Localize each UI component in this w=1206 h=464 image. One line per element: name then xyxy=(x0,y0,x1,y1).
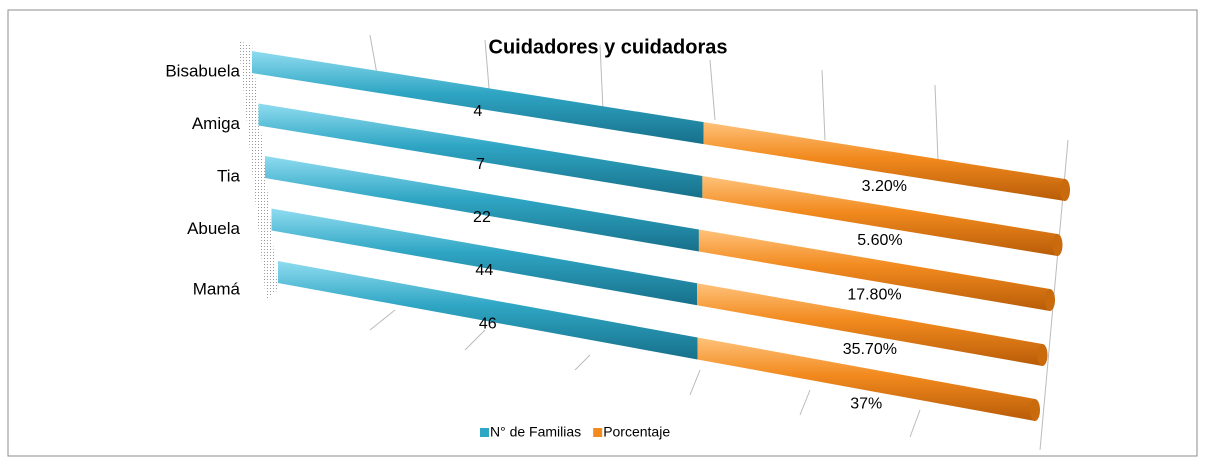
bar-segment xyxy=(703,122,1065,201)
bar-cap xyxy=(1052,234,1063,256)
data-label: 7 xyxy=(476,156,485,173)
data-label: 22 xyxy=(473,209,491,226)
legend-label: Porcentaje xyxy=(603,424,670,440)
data-label: 46 xyxy=(479,315,497,332)
data-label: 5.60% xyxy=(857,232,902,249)
legend-label: N° de Familias xyxy=(490,424,581,440)
bar-segment xyxy=(697,337,1035,421)
bar-cap xyxy=(1045,289,1055,311)
data-label: 3.20% xyxy=(862,178,907,195)
data-label: 4 xyxy=(473,103,482,120)
category-label: Bisabuela xyxy=(165,61,240,80)
bar-segment xyxy=(697,283,1043,366)
category-label: Abuela xyxy=(187,219,240,238)
data-label: 35.70% xyxy=(843,341,897,358)
wall xyxy=(238,40,278,300)
legend-swatch xyxy=(480,428,489,437)
bar-segment xyxy=(698,229,1050,311)
bar-cap xyxy=(1060,179,1070,201)
chart-title: Cuidadores y cuidadoras xyxy=(489,36,728,58)
bar-segment xyxy=(278,261,698,360)
category-label: Mamá xyxy=(193,279,241,298)
data-label: 37% xyxy=(850,395,882,412)
bar-segment xyxy=(258,103,703,198)
bar-cap xyxy=(1037,344,1048,366)
bar-segment xyxy=(702,176,1058,256)
bar-cap xyxy=(1030,399,1040,421)
bar-segment xyxy=(265,156,699,252)
bar-segment xyxy=(252,51,704,145)
category-label: Amiga xyxy=(192,114,241,133)
data-label: 17.80% xyxy=(847,286,901,303)
data-label: 44 xyxy=(475,262,493,279)
bar-segment xyxy=(271,208,698,306)
legend-swatch xyxy=(593,428,603,437)
category-label: Tia xyxy=(217,166,241,185)
